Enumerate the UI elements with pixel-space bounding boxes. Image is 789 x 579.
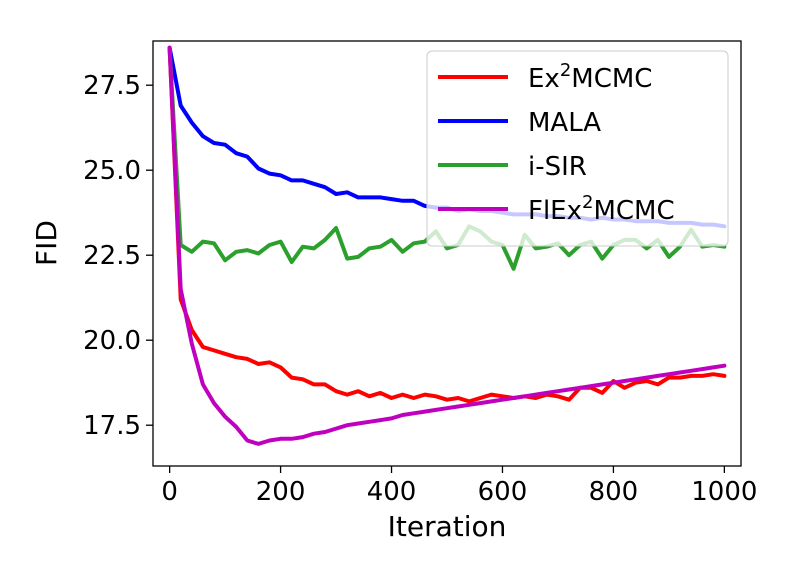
x-tick-label: 0 [161, 477, 178, 507]
legend-label-1: Ex2MCMC [528, 60, 652, 94]
x-tick-label: 1000 [691, 477, 757, 507]
y-tick-label: 20.0 [83, 326, 141, 356]
series-line-4 [167, 45, 727, 446]
legend-box [426, 50, 729, 247]
x-tick-label: 800 [589, 477, 639, 507]
axes-layer: 0 200 400 600 800 1000 17.5 20.0 22.5 25.0 27.5 [83, 40, 757, 507]
y-axis-label: FID [30, 220, 63, 266]
plot-frame [152, 40, 742, 467]
y-tick-label: 22.5 [83, 241, 141, 271]
series-line-1 [167, 45, 727, 404]
legend-label-4: FlEx2MCMC [528, 192, 675, 226]
y-tick-label: 25.0 [83, 156, 141, 186]
legend-label-3: i-SIR [528, 152, 587, 182]
x-tick-label: 400 [367, 477, 417, 507]
legend: Ex2MCMC MALA i-SIR FlEx2MCMC [426, 50, 729, 247]
x-axis-label: Iteration [388, 510, 507, 543]
y-tick-label: 27.5 [83, 71, 141, 101]
x-tick-label: 200 [256, 477, 306, 507]
x-tick-label: 600 [478, 477, 528, 507]
legend-label-2: MALA [528, 108, 601, 138]
y-tick-label: 17.5 [83, 411, 141, 441]
